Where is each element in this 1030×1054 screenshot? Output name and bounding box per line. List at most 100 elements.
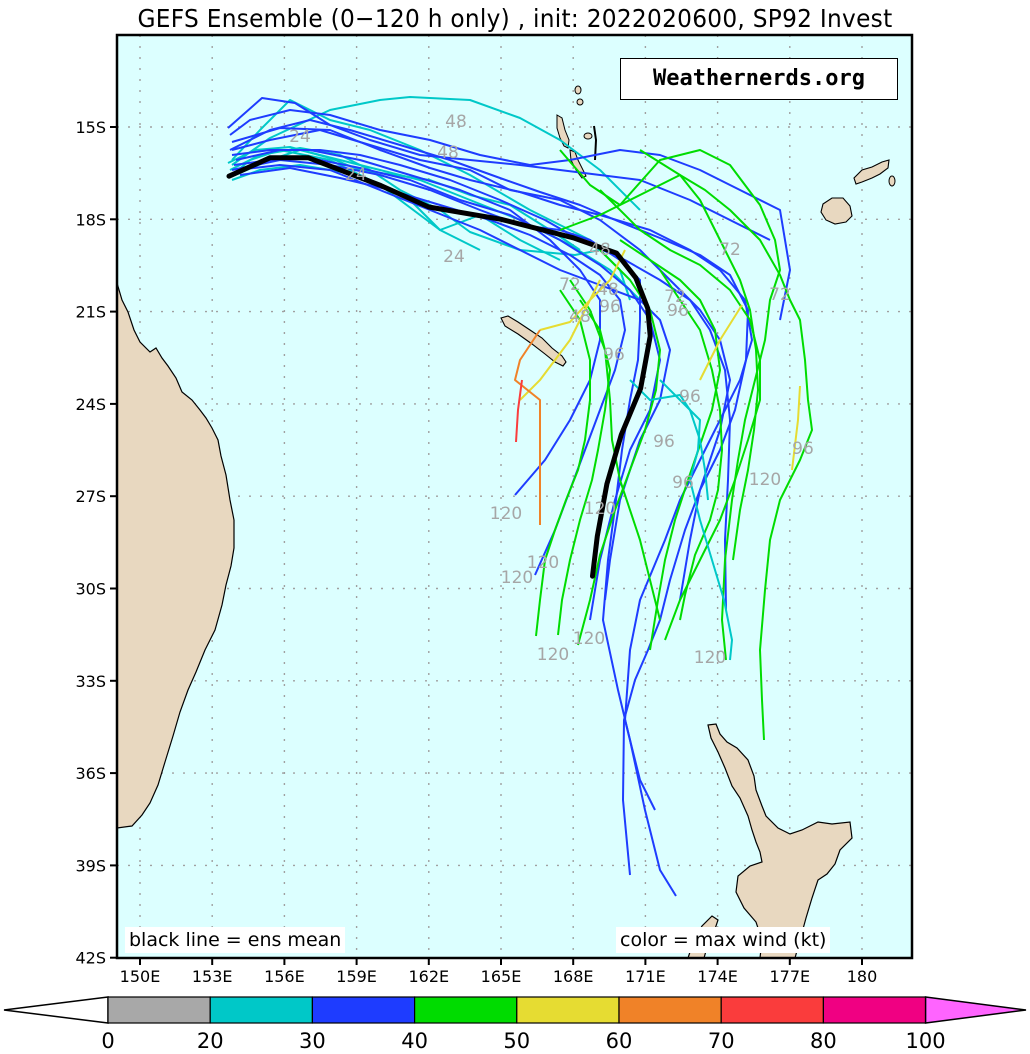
y-tick-label: 42S	[75, 949, 106, 968]
y-tick-label: 36S	[75, 764, 106, 783]
y-tick-label: 33S	[75, 672, 106, 691]
forecast-hour-label: 48	[445, 112, 467, 132]
colorbar-label: 20	[197, 1029, 224, 1053]
forecast-hour-label: 96	[672, 473, 694, 493]
ensemble-member-track	[514, 329, 541, 525]
colorbar-label: 60	[606, 1029, 633, 1053]
ensemble-member-track	[659, 269, 723, 621]
land-australia	[117, 282, 235, 829]
colorbar-bin	[822, 996, 927, 1024]
forecast-hour-label: 24	[289, 127, 311, 147]
land-islet	[576, 98, 584, 106]
ensemble-member-track	[231, 127, 753, 811]
ensemble-member-track	[231, 149, 601, 496]
ensemble-member-track	[639, 149, 759, 561]
ensemble-member-track	[519, 279, 601, 401]
ensemble-member-track	[535, 289, 591, 637]
colorbar-label: 40	[401, 1029, 428, 1053]
forecast-hour-label: 96	[667, 301, 689, 321]
colorbar-label: 30	[299, 1029, 326, 1053]
forecast-hour-label: 120	[527, 553, 559, 573]
y-axis: 15S 18S 21S 24S 27S 30S 33S 36S 39S 42S	[75, 118, 117, 968]
forecast-hour-label: 72	[559, 275, 581, 295]
colorbar-label: 100	[906, 1029, 946, 1053]
x-tick-label: 150E	[120, 967, 161, 986]
land-islet	[888, 175, 896, 187]
forecast-hour-label: 72	[664, 287, 686, 307]
ensemble-member-track	[791, 385, 801, 471]
colorbar-label: 80	[810, 1029, 837, 1053]
colorbar-bin	[516, 996, 620, 1024]
forecast-hour-label: 96	[653, 432, 675, 452]
ensemble-member-track	[619, 239, 721, 651]
colorbar-label: 50	[503, 1029, 530, 1053]
colorbar-bin	[618, 996, 722, 1024]
x-axis: 150E 153E 156E 159E 162E 165E 168E 171E 174E 177E…	[120, 958, 878, 986]
ensemble-member-track	[559, 174, 813, 741]
forecast-hour-label: 96	[792, 439, 814, 459]
land-islet	[593, 125, 598, 161]
forecast-hour-label: 48	[597, 280, 619, 300]
ensemble-member-track	[629, 379, 709, 501]
forecast-hour-label: 72	[719, 240, 741, 260]
land-new-zealand	[707, 723, 853, 958]
colorbar-bin	[311, 996, 416, 1024]
land-islet	[574, 85, 582, 95]
y-tick-label: 15S	[75, 118, 106, 137]
x-tick-label: 162E	[408, 967, 449, 986]
forecast-hour-label: 120	[490, 504, 522, 524]
forecast-hour-label: 96	[679, 387, 701, 407]
x-tick-label: 165E	[481, 967, 522, 986]
x-tick-label: 180	[847, 967, 878, 986]
ensemble-member-track	[515, 379, 523, 443]
forecast-hour-label: 120	[537, 645, 569, 665]
colorbar-label: 0	[101, 1029, 114, 1053]
x-tick-label: 168E	[553, 967, 594, 986]
y-tick-label: 27S	[75, 487, 106, 506]
forecast-hour-label: 120	[749, 470, 781, 490]
y-tick-label: 39S	[75, 856, 106, 875]
ensemble-member-track	[231, 96, 641, 211]
y-tick-label: 30S	[75, 580, 106, 599]
colorbar-high-arrow	[924, 996, 1027, 1024]
forecast-hour-label: 24	[443, 247, 465, 267]
forecast-hour-label: 48	[437, 143, 459, 163]
ensemble-tracks	[227, 96, 813, 897]
forecast-hour-label: 96	[599, 297, 621, 317]
forecast-hour-label: 120	[501, 568, 533, 588]
forecast-hour-label: 120	[573, 629, 605, 649]
x-tick-label: 153E	[192, 967, 233, 986]
colorbar-low-arrow	[3, 996, 109, 1024]
forecast-hour-label: 72	[769, 285, 791, 305]
y-tick-label: 18S	[75, 210, 106, 229]
colorbar-bin	[209, 996, 313, 1024]
colorbar-bin	[107, 996, 211, 1024]
x-tick-label: 156E	[264, 967, 305, 986]
land-vanuatu	[556, 114, 570, 149]
ensemble-member-track	[227, 146, 581, 251]
ensemble-mean-track	[226, 155, 653, 579]
x-tick-label: 159E	[336, 967, 377, 986]
ensemble-member-track	[699, 304, 743, 381]
chart-title: GEFS Ensemble (0−120 h only) , init: 202…	[137, 4, 893, 33]
forecast-hour-label: 96	[603, 345, 625, 365]
colorbar-bin	[720, 996, 825, 1024]
land-islet	[583, 132, 593, 140]
ensemble-member-track	[559, 149, 781, 661]
x-tick-label: 177E	[769, 967, 810, 986]
color-legend-note: color = max wind (kt)	[616, 927, 831, 953]
forecast-hour-label: 48	[569, 307, 591, 327]
x-tick-label: 174E	[697, 967, 738, 986]
ensemble-member-track	[233, 157, 661, 621]
colorbar-label: 70	[708, 1029, 735, 1053]
forecast-hour-label: 24	[345, 165, 367, 185]
colorbar-bin	[414, 996, 518, 1024]
forecast-hour-label: 120	[694, 648, 726, 668]
land-fiji-vanua-levu	[853, 159, 890, 185]
ensemble-member-track	[231, 159, 677, 897]
mean-line-note: black line = ens mean	[125, 927, 346, 953]
x-tick-label: 171E	[625, 967, 666, 986]
y-tick-label: 21S	[75, 303, 106, 322]
